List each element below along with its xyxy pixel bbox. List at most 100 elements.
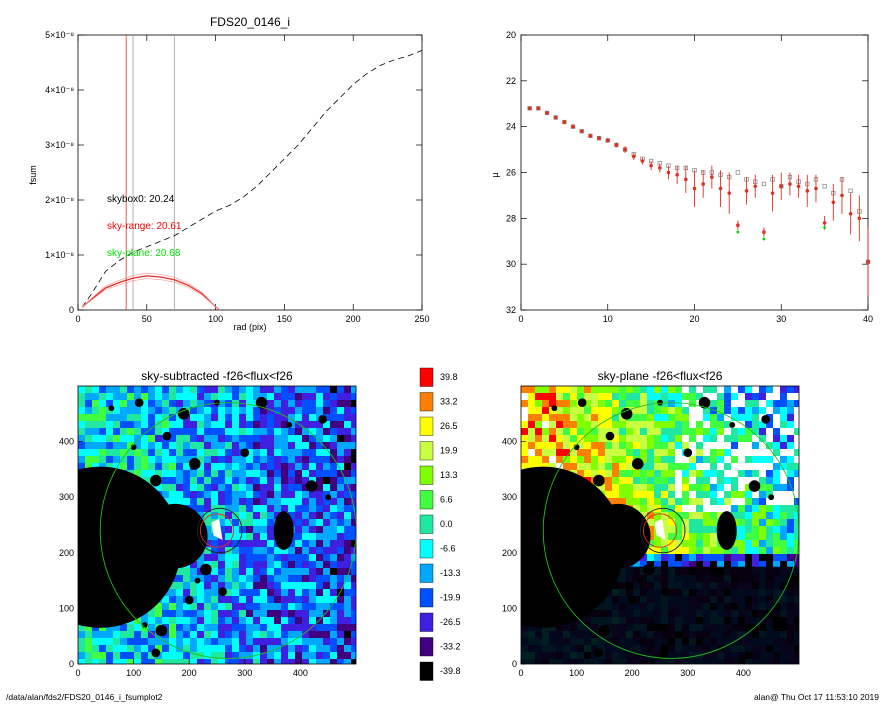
sky-plane-aperture-circle — [642, 513, 678, 548]
colorbar-swatch — [419, 367, 434, 387]
fsum-x-tick-label: 150 — [277, 314, 292, 324]
colorbar-swatch — [419, 490, 434, 510]
colorbar-swatch — [419, 661, 434, 681]
sky-subtracted-source-mask — [325, 494, 332, 501]
mu-sky-range-point — [831, 200, 836, 205]
colorbar-label: -33.2 — [440, 642, 461, 652]
colorbar-label: -39.8 — [440, 666, 461, 676]
sky-plane-source-mask — [627, 595, 637, 605]
colorbar-label: 26.5 — [440, 421, 458, 431]
colorbar-label: 33.2 — [440, 397, 458, 407]
mu-sky-range-point — [579, 129, 584, 134]
sky-subtracted-mask-layer — [78, 396, 356, 659]
mu-y-tick-label: 26 — [506, 168, 516, 178]
sky-subtracted-source-mask — [240, 448, 250, 458]
mu-skybox-point — [822, 184, 827, 189]
sky-plane-y-tick-label: 200 — [502, 548, 517, 558]
sky-subtracted-source-mask — [214, 399, 220, 406]
sky-plane-y-tick-label: 400 — [502, 437, 517, 447]
sky-plane-source-mask — [605, 431, 615, 441]
sky-plane-aperture-circle — [640, 507, 686, 554]
colorbar-swatch — [419, 563, 434, 583]
sky-plane-title: sky-plane -f26<flux<f26 — [598, 369, 723, 383]
sky-subtracted-title: sky-subtracted -f26<flux<f26 — [141, 369, 293, 383]
mu-sky-range-point — [744, 189, 749, 193]
fsum-y-tick-label: 3×10⁻⁸ — [45, 140, 74, 150]
mu-sky-range-point — [571, 124, 575, 129]
sky-subtracted-frame — [77, 385, 357, 665]
colorbar-swatch — [419, 392, 434, 412]
mu-skybox-point — [848, 188, 853, 193]
sky-subtracted-star-mask — [78, 466, 181, 628]
sky-subtracted-y-tick-label: 300 — [59, 492, 74, 502]
mu-sky-range-point — [588, 134, 593, 138]
mu-sky-range-point — [753, 184, 758, 189]
fsum-x-tick-label: 200 — [346, 314, 361, 324]
sky-plane-source-mask — [657, 399, 663, 406]
colorbar-swatch — [419, 612, 434, 632]
sky-plane-source-mask — [551, 405, 558, 412]
mu-sky-range-point — [805, 189, 810, 193]
footer-timestamp: alan@ Thu Oct 17 11:53:10 2019 — [753, 692, 879, 702]
sky-subtracted-source-mask — [162, 431, 172, 441]
mu-skybox-point — [735, 170, 741, 175]
mu-sky-range-point — [848, 211, 853, 216]
mu-y-tick-label: 32 — [506, 305, 516, 315]
mu-sky-range-point — [710, 175, 714, 179]
mu-y-tick-label: 20 — [506, 30, 516, 40]
sky-plane-source-mask — [761, 415, 770, 424]
mu-sky-range-point — [614, 143, 619, 147]
sky-plane-source-mask — [620, 408, 633, 420]
fsum-y-tick-label: 0 — [69, 305, 74, 315]
fsum-y-tick-label: 4×10⁻⁸ — [45, 85, 74, 95]
fsum-total-curve — [81, 50, 423, 308]
fsum-y-axis-label: fsum — [28, 165, 38, 185]
fsum-title: FDS20_0146_i — [210, 15, 290, 29]
fsum-x-axis-label: rad (pix) — [233, 322, 266, 332]
sky-subtracted-source-mask — [150, 474, 162, 487]
mu-y-tick-label: 24 — [506, 122, 516, 132]
sky-plane-saturated-core — [654, 518, 666, 541]
mu-sky-range-point — [553, 115, 558, 120]
mu-sky-range-point — [649, 163, 653, 168]
mu-sky-range-point — [701, 182, 705, 186]
colorbar-swatch — [419, 441, 434, 461]
sky-plane-star-mask — [586, 503, 651, 569]
sky-subtracted-star-mask — [143, 503, 208, 569]
colorbar-label: -13.3 — [440, 568, 461, 578]
mu-sky-range-point — [597, 136, 601, 140]
mu-y-axis-label: µ — [490, 172, 500, 177]
colorbar-swatch — [419, 637, 434, 657]
sky-plane-star-mask — [716, 511, 737, 551]
mu-y-tick-label: 28 — [506, 213, 516, 223]
sky-plane-mask-layer — [521, 396, 799, 664]
fsum-annotation: sky-plane: 20.68 — [107, 248, 181, 259]
mu-sky-range-point — [605, 138, 610, 143]
colorbar-label: 13.3 — [440, 470, 458, 480]
mu-y-tick-label: 30 — [506, 259, 516, 269]
sky-subtracted-source-mask — [218, 587, 227, 597]
sky-subtracted-source-mask — [286, 422, 293, 428]
fsum-x-tick-label: 0 — [75, 314, 80, 324]
sky-plane-source-mask — [661, 587, 670, 597]
sky-plane-frame — [520, 385, 800, 665]
mu-sky-plane-point — [762, 237, 766, 241]
mu-x-tick-label: 40 — [863, 314, 873, 324]
mu-sky-range-point — [866, 260, 870, 264]
sky-subtracted-source-mask — [177, 408, 190, 420]
fsum-y-tick-label: 2×10⁻⁸ — [45, 195, 74, 205]
sky-subtracted-source-mask — [194, 577, 201, 584]
mu-sky-range-point — [770, 191, 775, 195]
sky-subtracted-source-mask — [255, 396, 268, 409]
footer-path: /data/alan/fds2/FDS20_0146_i_fsumplot2 — [6, 692, 163, 702]
sky-plane-y-tick-label: 0 — [512, 659, 517, 669]
colorbar-label: 39.8 — [440, 372, 458, 382]
colorbar-swatch — [419, 514, 434, 534]
mu-sky-range-point — [779, 184, 784, 189]
mu-sky-range-point — [658, 166, 662, 170]
mu-sky-range-point — [692, 186, 697, 191]
mu-sky-range-point — [536, 106, 541, 111]
sky-plane-star-mask — [521, 466, 624, 628]
fsum-y-tick-label: 5×10⁻⁸ — [45, 30, 74, 40]
